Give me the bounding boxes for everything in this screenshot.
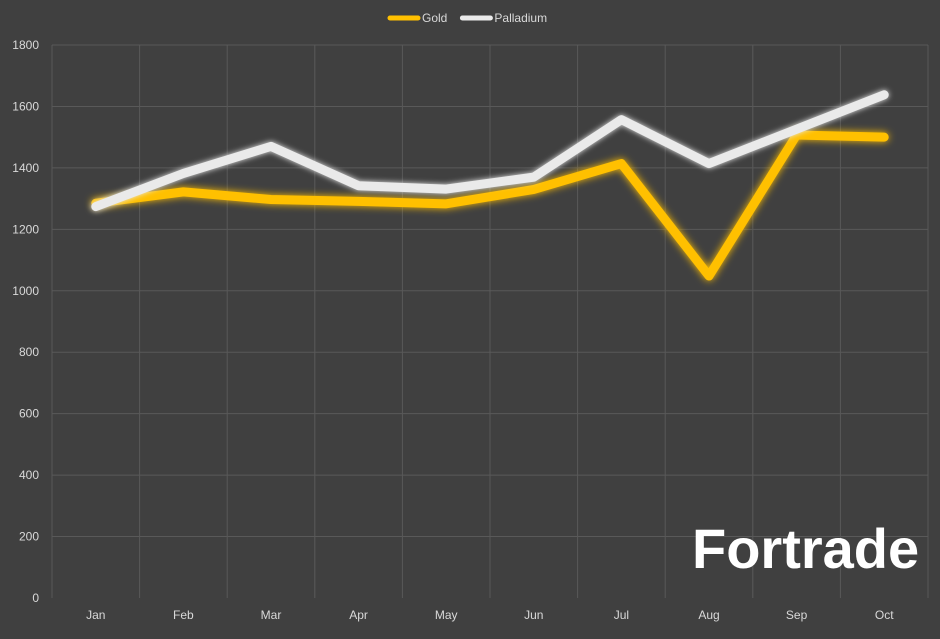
series-line-palladium	[91, 90, 889, 212]
legend-label-palladium: Palladium	[494, 11, 547, 25]
y-tick-label: 1200	[12, 222, 39, 236]
y-tick-label: 800	[19, 345, 39, 359]
y-tick-label: 200	[19, 530, 39, 544]
series-line-gold	[91, 130, 889, 281]
x-tick-label: Feb	[173, 608, 194, 622]
y-axis-ticks: 0 200 400 600 800 1000 1200 1400 1600 1800	[12, 38, 39, 605]
fortrade-logo: Fortrade	[692, 517, 919, 580]
y-tick-label: 0	[32, 591, 39, 605]
y-tick-label: 400	[19, 468, 39, 482]
y-tick-label: 1800	[12, 38, 39, 52]
x-tick-label: Jan	[86, 608, 105, 622]
x-tick-label: May	[435, 608, 458, 622]
x-tick-label: Aug	[698, 608, 719, 622]
legend-label-gold: Gold	[422, 11, 447, 25]
y-tick-label: 1400	[12, 161, 39, 175]
x-tick-label: Oct	[875, 608, 894, 622]
y-tick-label: 600	[19, 407, 39, 421]
x-tick-label: Jun	[524, 608, 543, 622]
y-tick-label: 1600	[12, 99, 39, 113]
legend: Gold Palladium	[387, 11, 547, 25]
grid	[51, 44, 929, 598]
x-tick-label: Apr	[349, 608, 368, 622]
logo-text: Fortrade	[692, 517, 919, 580]
x-axis-ticks: Jan Feb Mar Apr May Jun Jul Aug Sep Oct	[86, 608, 894, 622]
y-tick-label: 1000	[12, 284, 39, 298]
x-tick-label: Mar	[261, 608, 282, 622]
x-tick-label: Sep	[786, 608, 808, 622]
x-tick-label: Jul	[614, 608, 629, 622]
series-lines	[91, 90, 889, 281]
